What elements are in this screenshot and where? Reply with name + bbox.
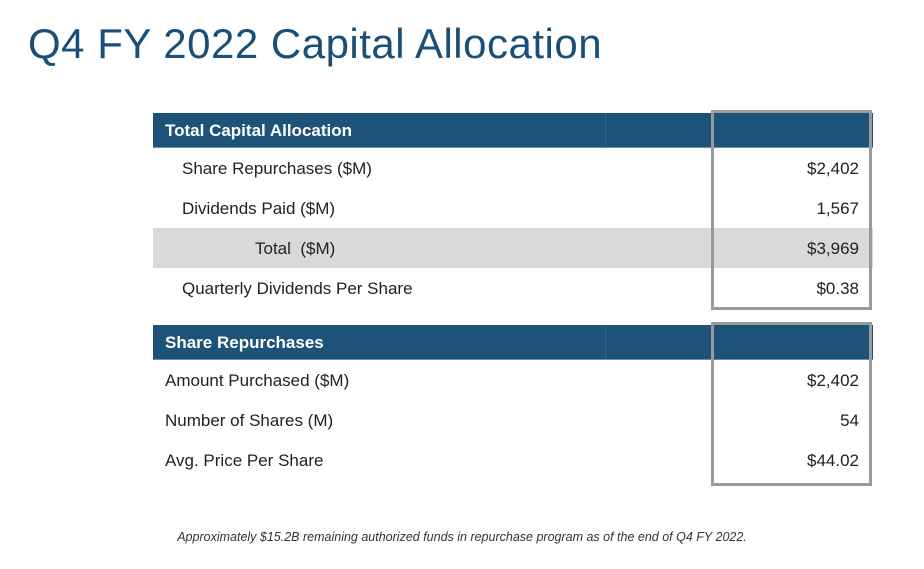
total-capital-allocation-table: Total Capital Allocation Share Repurchas… (153, 110, 873, 310)
row-value: 54 (840, 411, 859, 430)
row-label: Share Repurchases ($M) (182, 159, 372, 178)
table-header: Share Repurchases (153, 325, 873, 360)
table-header-label: Total Capital Allocation (165, 121, 353, 140)
row-value: $3,969 (807, 239, 859, 258)
row-label: Quarterly Dividends Per Share (182, 279, 413, 298)
row-value: $44.02 (807, 451, 859, 470)
row-value: $0.38 (816, 279, 859, 298)
header-segment (605, 325, 712, 359)
table-header-label: Share Repurchases (165, 333, 324, 352)
table-header: Total Capital Allocation (153, 113, 873, 148)
table-row: Number of Shares (M) 54 (153, 400, 873, 440)
row-label: Avg. Price Per Share (165, 451, 324, 470)
header-segment (153, 325, 606, 359)
row-value: $2,402 (807, 159, 859, 178)
table-row: Avg. Price Per Share $44.02 (153, 440, 873, 480)
row-value: $2,402 (807, 371, 859, 390)
footnote: Approximately $15.2B remaining authorize… (177, 530, 747, 544)
page-title: Q4 FY 2022 Capital Allocation (28, 20, 603, 67)
total-row: Total ($M) $3,969 (153, 228, 873, 268)
row-value: 1,567 (816, 199, 859, 218)
row-label: Amount Purchased ($M) (165, 371, 350, 390)
header-segment (153, 113, 606, 147)
table-row: Dividends Paid ($M) 1,567 (153, 188, 873, 228)
row-label: Total ($M) (255, 239, 336, 258)
row-label: Dividends Paid ($M) (182, 199, 336, 218)
table-row: Share Repurchases ($M) $2,402 (153, 148, 873, 188)
share-repurchases-table: Share Repurchases Amount Purchased ($M) … (153, 322, 873, 486)
header-segment (605, 113, 712, 147)
row-label: Number of Shares (M) (165, 411, 334, 430)
table-row: Amount Purchased ($M) $2,402 (153, 360, 873, 400)
table-row: Quarterly Dividends Per Share $0.38 (153, 268, 873, 308)
